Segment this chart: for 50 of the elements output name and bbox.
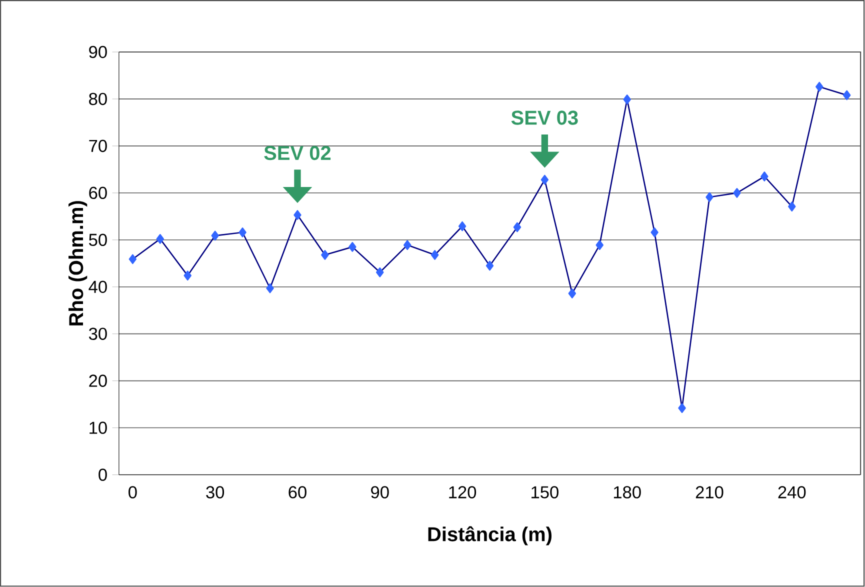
point	[238, 228, 246, 238]
point	[650, 228, 658, 238]
x-tick-label: 60	[288, 486, 306, 499]
point	[321, 250, 329, 260]
x-axis-title: Distância (m)	[428, 526, 552, 546]
point	[156, 234, 164, 244]
point	[376, 268, 384, 278]
annotation: SEV 02	[264, 146, 331, 160]
x-tick-label: 0	[128, 486, 137, 499]
y-tick-label: 20	[89, 374, 107, 388]
point	[706, 192, 714, 202]
x-tick-label: 30	[206, 486, 224, 499]
point	[842, 90, 851, 100]
x-tick-label: 150	[532, 486, 558, 499]
x-tick-label: 240	[778, 486, 806, 499]
point	[540, 174, 549, 185]
y-axis-title: Rho (Ohm.m)	[68, 201, 88, 326]
point	[294, 210, 302, 220]
point	[678, 403, 686, 414]
point	[760, 172, 768, 182]
y-tick-label: 10	[90, 422, 107, 434]
y-tick-label: 40	[88, 280, 107, 294]
point	[266, 283, 274, 294]
y-tick-label: 80	[89, 92, 107, 106]
y-tick-label: 70	[89, 140, 107, 152]
point	[815, 82, 824, 92]
y-tick-label: 30	[88, 328, 107, 340]
point	[403, 240, 412, 250]
x-tick-label: 90	[371, 486, 389, 499]
point	[184, 270, 192, 281]
point	[733, 188, 741, 198]
point	[430, 250, 439, 260]
x-tick-label: 120	[449, 486, 476, 499]
point	[128, 254, 137, 264]
point	[211, 230, 219, 241]
x-tick-label: 180	[614, 486, 641, 499]
point	[623, 94, 631, 105]
point	[596, 240, 604, 250]
point	[788, 202, 796, 212]
point	[458, 221, 466, 232]
point	[486, 260, 494, 271]
y-tick-label: 0	[98, 468, 107, 482]
y-tick-label: 50	[88, 234, 107, 246]
x-tick-label: 210	[696, 486, 724, 499]
point	[568, 288, 576, 299]
y-tick-label: 90	[89, 46, 107, 58]
y-tick-label: 60	[89, 186, 107, 200]
annotation: SEV 03	[511, 110, 578, 125]
point	[348, 242, 356, 252]
point	[513, 222, 522, 232]
